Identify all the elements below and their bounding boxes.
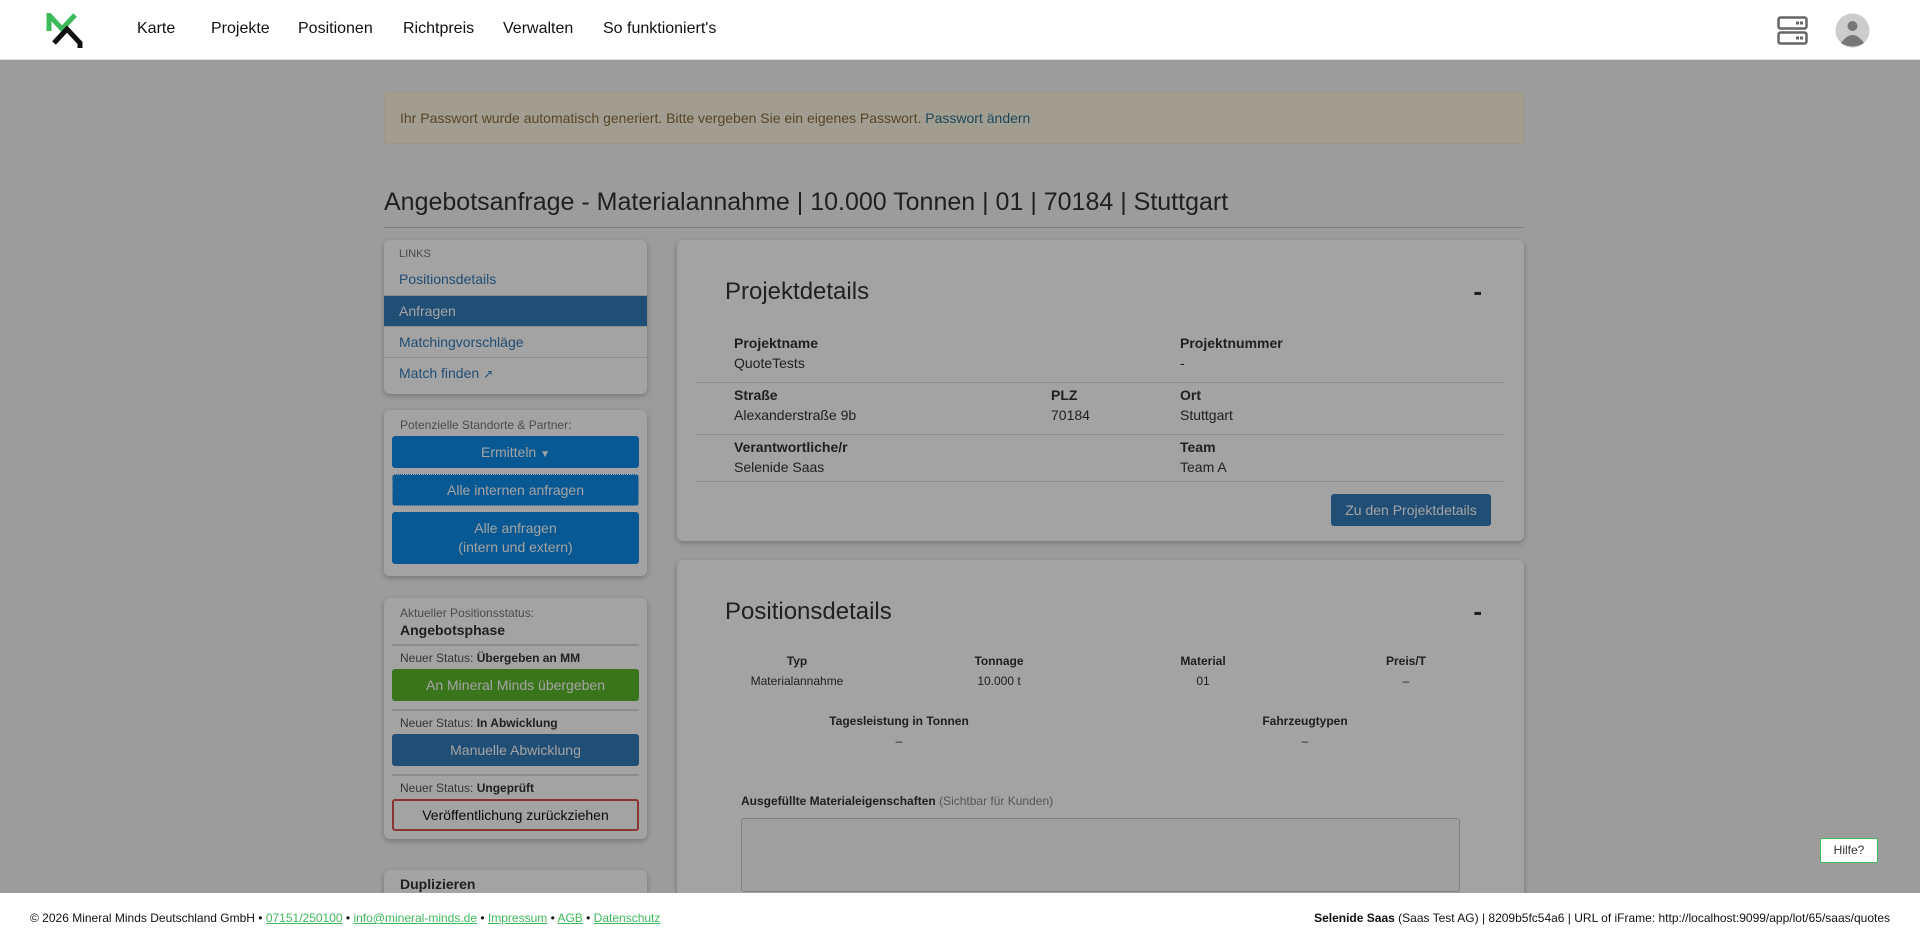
zu-den-projektdetails-button[interactable]: Zu den Projektdetails: [1331, 494, 1491, 526]
material-label: Material: [1180, 654, 1226, 668]
page-title: Angebotsanfrage - Materialannahme | 10.0…: [384, 188, 1524, 228]
team-value: Team A: [1180, 459, 1227, 475]
divider: [697, 382, 1504, 383]
footer-left: © 2026 Mineral Minds Deutschland GmbH • …: [30, 911, 661, 925]
nav-projekte[interactable]: Projekte: [211, 20, 270, 37]
positionsdetails-title: Positionsdetails: [725, 598, 892, 625]
alle-anfragen-line2: (intern und extern): [458, 539, 573, 555]
projektname-value: QuoteTests: [734, 355, 805, 371]
alle-anfragen-button[interactable]: Alle anfragen (intern und extern): [392, 512, 639, 564]
fahrzeugtypen-label: Fahrzeugtypen: [1262, 714, 1348, 728]
material-value: 01: [1196, 674, 1210, 688]
status-next-1: Neuer Status: Übergeben an MM: [392, 644, 639, 669]
phone-link[interactable]: 07151/250100: [265, 911, 343, 925]
ermitteln-label: Ermitteln: [480, 444, 537, 460]
links-header: LINKS: [399, 248, 431, 260]
agb-link[interactable]: AGB: [557, 911, 583, 925]
nav-richtpreis[interactable]: Richtpreis: [403, 20, 475, 37]
strasse-label: Straße: [734, 387, 778, 403]
tagesleistung-label: Tagesleistung in Tonnen: [829, 714, 969, 728]
collapse-positionsdetails-button[interactable]: -: [1473, 596, 1482, 626]
link-match-finden[interactable]: Match finden ↗: [384, 357, 647, 388]
projektnummer-value: -: [1180, 355, 1185, 371]
plz-label: PLZ: [1051, 387, 1078, 403]
nav-karte[interactable]: Karte: [137, 20, 176, 37]
partners-card: Potenzielle Standorte & Partner: Ermitte…: [384, 410, 647, 576]
caret-down-icon: ▼: [540, 449, 551, 460]
alle-internen-anfragen-button[interactable]: Alle internen anfragen: [392, 474, 639, 506]
projektdetails-title: Projektdetails: [725, 278, 870, 305]
link-positionsdetails[interactable]: Positionsdetails: [399, 271, 497, 287]
footer-user: Selenide Saas: [1314, 911, 1395, 925]
typ-value: Materialannahme: [750, 674, 844, 688]
nav-positionen[interactable]: Positionen: [298, 20, 373, 37]
mineral-minds-logo[interactable]: [46, 13, 84, 49]
projektnummer-label: Projektnummer: [1180, 335, 1283, 351]
hilfe-button[interactable]: Hilfe?: [1820, 838, 1878, 863]
server-icon[interactable]: [1777, 16, 1808, 45]
user-avatar-icon[interactable]: [1835, 13, 1870, 48]
manuelle-abwicklung-button[interactable]: Manuelle Abwicklung: [392, 734, 639, 766]
tagesleistung-value: –: [895, 734, 903, 748]
ermitteln-dropdown-button[interactable]: Ermitteln ▼: [392, 436, 639, 468]
materialeigenschaften-textarea[interactable]: [741, 818, 1460, 892]
collapse-projektdetails-button[interactable]: -: [1473, 276, 1482, 306]
status-value: Angebotsphase: [400, 622, 506, 638]
footer-info: (Saas Test AG) | 8209b5fc54a6 | URL of i…: [1398, 911, 1890, 925]
impressum-link[interactable]: Impressum: [487, 911, 548, 925]
footer: © 2026 Mineral Minds Deutschland GmbH • …: [0, 893, 1920, 943]
duplizieren-card: Duplizieren: [384, 870, 647, 893]
partners-label: Potenzielle Standorte & Partner:: [400, 418, 572, 432]
modal-backdrop[interactable]: [0, 60, 1920, 893]
change-password-link[interactable]: Passwort ändern: [925, 110, 1031, 126]
ort-value: Stuttgart: [1180, 407, 1233, 423]
link-matchingvorschlaege[interactable]: Matchingvorschläge: [384, 326, 647, 357]
typ-label: Typ: [786, 654, 808, 668]
status-label: Aktueller Positionsstatus:: [400, 606, 535, 620]
team-label: Team: [1180, 439, 1216, 455]
positionsdetails-card: Positionsdetails - Typ Materialannahme T…: [677, 560, 1524, 893]
password-alert: Ihr Passwort wurde automatisch generiert…: [384, 92, 1524, 144]
veroeffentlichung-zurueckziehen-button[interactable]: Veröffentlichung zurückziehen: [392, 799, 639, 831]
projektdetails-card: Projektdetails - Projektname QuoteTests …: [677, 240, 1524, 541]
match-finden-label: Match finden: [399, 365, 480, 381]
link-anfragen[interactable]: Anfragen: [384, 295, 647, 326]
tonnage-label: Tonnage: [974, 654, 1024, 668]
links-card: LINKS Positionsdetails Anfragen Matching…: [384, 240, 647, 394]
preis-label: Preis/T: [1385, 654, 1427, 668]
divider: [697, 434, 1504, 435]
strasse-value: Alexanderstraße 9b: [734, 407, 857, 423]
fahrzeugtypen-value: –: [1301, 734, 1309, 748]
nav-so-funktionierts[interactable]: So funktioniert's: [603, 20, 717, 37]
datenschutz-link[interactable]: Datenschutz: [593, 911, 661, 925]
nav-verwalten[interactable]: Verwalten: [503, 20, 574, 37]
main-content: Ihr Passwort wurde automatisch generiert…: [0, 60, 1920, 893]
alle-anfragen-line1: Alle anfragen: [474, 520, 557, 536]
ort-label: Ort: [1180, 387, 1201, 403]
footer-right: Selenide Saas (Saas Test AG) | 8209b5fc5…: [1314, 911, 1890, 925]
alert-text: Ihr Passwort wurde automatisch generiert…: [400, 110, 922, 126]
status-next-3: Neuer Status: Ungeprüft: [392, 774, 639, 799]
projektname-label: Projektname: [734, 335, 819, 351]
top-navbar: Karte Projekte Positionen Richtpreis Ver…: [0, 0, 1920, 60]
plz-value: 70184: [1051, 407, 1090, 423]
materialeigenschaften-label: Ausgefüllte Materialeigenschaften (Sicht…: [741, 794, 1054, 808]
status-next-2: Neuer Status: In Abwicklung: [392, 709, 639, 734]
an-mineral-minds-uebergeben-button[interactable]: An Mineral Minds übergeben: [392, 669, 639, 701]
preis-value: –: [1402, 674, 1410, 688]
external-link-icon: ↗: [483, 367, 494, 381]
verantwortlich-value: Selenide Saas: [734, 459, 825, 475]
divider: [697, 481, 1504, 482]
email-link[interactable]: info@mineral-minds.de: [353, 911, 478, 925]
duplizieren-heading: Duplizieren: [400, 876, 476, 892]
copyright-text: © 2026 Mineral Minds Deutschland GmbH •: [30, 911, 263, 925]
tonnage-value: 10.000 t: [977, 674, 1021, 688]
verantwortlich-label: Verantwortliche/r: [734, 439, 848, 455]
status-card: Aktueller Positionsstatus: Angebotsphase…: [384, 598, 647, 839]
